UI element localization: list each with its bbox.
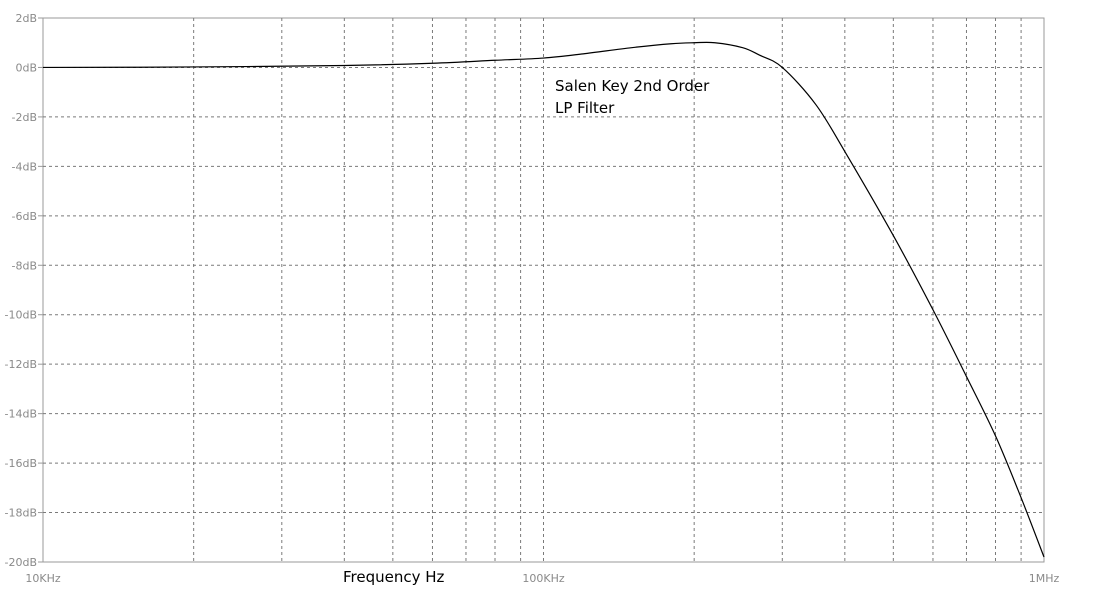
y-tick-label: -14dB bbox=[5, 408, 38, 421]
y-tick-label: -6dB bbox=[12, 210, 38, 223]
x-axis-label: Frequency Hz bbox=[343, 568, 445, 586]
series-line bbox=[42, 41, 1045, 558]
grid bbox=[43, 18, 1044, 562]
y-tick-label: 0dB bbox=[15, 61, 37, 74]
y-tick-label: -12dB bbox=[5, 358, 38, 371]
y-tick-labels: 2dB 0dB -2dB -4dB -6dB -8dB -10dB -12dB -14dB -16… bbox=[5, 12, 43, 569]
y-tick-label: -2dB bbox=[12, 111, 38, 124]
y-tick-label: -20dB bbox=[5, 556, 38, 569]
y-tick-label: -10dB bbox=[5, 309, 38, 322]
x-tick-label: 10KHz bbox=[25, 572, 60, 585]
x-tick-labels: 10KHz 100KHz 1MHz bbox=[25, 572, 1059, 585]
x-tick-label: 100KHz bbox=[522, 572, 564, 585]
y-tick-label: -16dB bbox=[5, 457, 38, 470]
annotation-line-2: LP Filter bbox=[555, 99, 615, 117]
y-tick-label: -8dB bbox=[12, 259, 38, 272]
x-tick-label: 1MHz bbox=[1029, 572, 1060, 585]
y-tick-label: 2dB bbox=[15, 12, 37, 25]
y-tick-label: -18dB bbox=[5, 507, 38, 520]
y-tick-label: -4dB bbox=[12, 160, 38, 173]
annotation-line-1: Salen Key 2nd Order bbox=[555, 77, 710, 95]
